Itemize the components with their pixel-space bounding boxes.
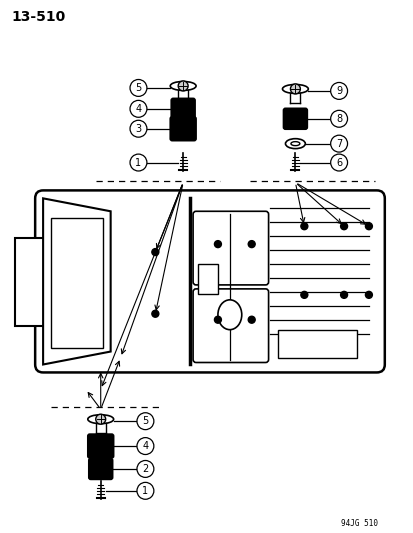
Circle shape (152, 248, 159, 255)
Text: 13-510: 13-510 (11, 10, 65, 25)
Circle shape (330, 154, 347, 171)
Bar (51, 218, 102, 348)
Circle shape (130, 100, 147, 117)
Circle shape (340, 292, 347, 298)
Text: 94JG 510: 94JG 510 (340, 519, 377, 528)
Text: 5: 5 (142, 416, 148, 426)
Circle shape (130, 120, 147, 137)
Circle shape (130, 154, 147, 171)
Text: 6: 6 (335, 158, 341, 167)
FancyBboxPatch shape (88, 434, 113, 458)
Circle shape (137, 438, 154, 455)
Bar (277, 330, 356, 358)
Polygon shape (43, 198, 110, 365)
FancyBboxPatch shape (35, 190, 384, 373)
Text: 4: 4 (142, 441, 148, 451)
Circle shape (214, 240, 221, 248)
Bar (15, 238, 45, 326)
Bar (197, 264, 217, 294)
FancyBboxPatch shape (171, 99, 195, 119)
Circle shape (137, 482, 154, 499)
Circle shape (95, 414, 105, 424)
Circle shape (330, 135, 347, 152)
Ellipse shape (282, 84, 308, 93)
Text: 7: 7 (335, 139, 342, 149)
Circle shape (137, 413, 154, 430)
Circle shape (248, 240, 254, 248)
Circle shape (300, 223, 307, 230)
Circle shape (152, 310, 159, 317)
Text: 4: 4 (135, 104, 141, 114)
Circle shape (365, 223, 371, 230)
Circle shape (340, 223, 347, 230)
Circle shape (248, 316, 254, 323)
Text: 1: 1 (142, 486, 148, 496)
Ellipse shape (217, 300, 241, 330)
Ellipse shape (88, 415, 113, 424)
Circle shape (137, 461, 154, 478)
FancyBboxPatch shape (192, 211, 268, 285)
Circle shape (290, 84, 300, 94)
Text: 8: 8 (335, 114, 341, 124)
Ellipse shape (290, 142, 299, 146)
Text: 1: 1 (135, 158, 141, 167)
Circle shape (365, 292, 371, 298)
Circle shape (330, 83, 347, 99)
Text: 9: 9 (335, 86, 341, 96)
FancyBboxPatch shape (170, 117, 196, 141)
Circle shape (130, 79, 147, 96)
Circle shape (300, 292, 307, 298)
FancyBboxPatch shape (283, 108, 306, 129)
Circle shape (178, 81, 188, 91)
Circle shape (214, 316, 221, 323)
Text: 5: 5 (135, 83, 141, 93)
Ellipse shape (170, 82, 196, 91)
Circle shape (330, 110, 347, 127)
Text: 2: 2 (142, 464, 148, 474)
FancyBboxPatch shape (88, 458, 112, 479)
Ellipse shape (285, 139, 305, 149)
Text: 3: 3 (135, 124, 141, 134)
FancyBboxPatch shape (192, 289, 268, 362)
